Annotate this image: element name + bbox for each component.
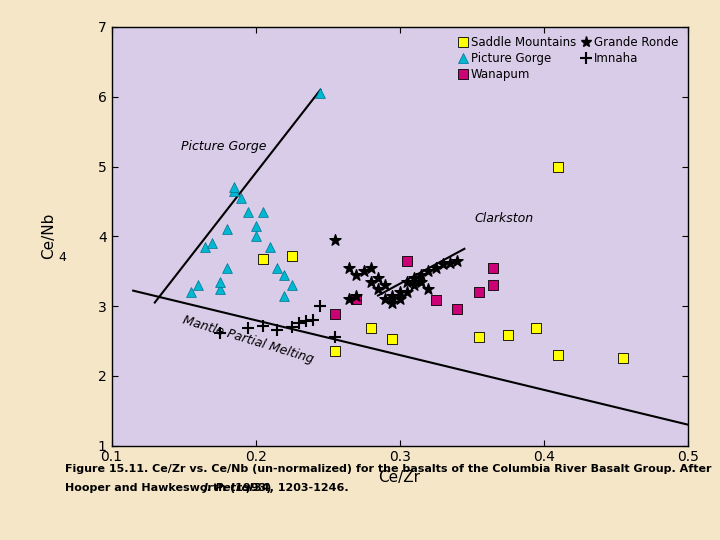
Point (228, 187, 240, 195)
Point (264, 242, 276, 251)
Point (279, 271, 290, 279)
Point (329, 347, 341, 356)
Text: 4: 4 (59, 251, 66, 264)
Point (415, 271, 427, 279)
Point (487, 281, 499, 289)
Point (430, 296, 441, 305)
Point (617, 354, 629, 363)
Point (430, 264, 441, 272)
Point (286, 252, 297, 260)
Point (286, 322, 297, 331)
Text: Figure 15.11. Ce/Zr vs. Ce/Nb (un-normalized) for the basalts of the Columbia Ri: Figure 15.11. Ce/Zr vs. Ce/Nb (un-normal… (65, 464, 711, 475)
Point (235, 193, 247, 202)
Point (451, 305, 463, 314)
Point (351, 295, 362, 303)
Point (300, 317, 312, 326)
Point (365, 277, 377, 286)
Point (343, 264, 355, 272)
Point (372, 274, 384, 282)
Point (271, 326, 283, 335)
Point (437, 260, 449, 268)
Point (207, 239, 218, 247)
Point (473, 333, 485, 342)
Point (401, 277, 413, 286)
Point (444, 259, 456, 267)
Point (473, 288, 485, 296)
Point (293, 319, 305, 328)
Point (394, 288, 405, 296)
Point (214, 328, 225, 337)
Point (423, 284, 434, 293)
Point (387, 291, 398, 300)
Point (271, 264, 283, 272)
Point (415, 277, 427, 286)
Point (286, 281, 297, 289)
Point (243, 207, 254, 216)
Point (228, 183, 240, 192)
Point (221, 264, 233, 272)
Point (401, 288, 413, 296)
Point (257, 321, 269, 330)
Point (329, 235, 341, 244)
Point (351, 271, 362, 279)
Point (451, 256, 463, 265)
Point (408, 274, 420, 282)
Text: Picture Gorge: Picture Gorge (181, 140, 266, 153)
Point (214, 277, 225, 286)
Point (531, 324, 542, 333)
Point (365, 324, 377, 333)
Point (329, 310, 341, 319)
Point (221, 225, 233, 234)
Point (243, 324, 254, 333)
Point (387, 335, 398, 344)
Point (401, 256, 413, 265)
Point (372, 284, 384, 293)
Point (423, 267, 434, 275)
Point (379, 295, 391, 303)
Point (351, 291, 362, 300)
Point (394, 295, 405, 303)
Point (552, 162, 564, 171)
Point (365, 264, 377, 272)
Point (343, 295, 355, 303)
Legend: Saddle Mountains, Picture Gorge, Wanapum, Grande Ronde, Imnaha: Saddle Mountains, Picture Gorge, Wanapum… (454, 33, 682, 85)
Text: Ce/Nb: Ce/Nb (41, 213, 55, 259)
Text: J. Petrol.: J. Petrol. (204, 483, 258, 494)
Point (279, 291, 290, 300)
Point (379, 281, 391, 289)
Point (257, 207, 269, 216)
Point (250, 221, 261, 230)
Text: , 34, 1203-1246.: , 34, 1203-1246. (246, 483, 349, 494)
Point (250, 232, 261, 241)
Point (214, 284, 225, 293)
Point (192, 281, 204, 289)
Point (552, 350, 564, 359)
Point (185, 288, 197, 296)
Point (329, 333, 341, 342)
Text: Clarkston: Clarkston (474, 212, 534, 225)
Point (307, 315, 319, 324)
Point (408, 281, 420, 289)
Text: Mantle Partial Melting: Mantle Partial Melting (181, 313, 315, 366)
Point (358, 267, 369, 275)
Point (487, 264, 499, 272)
Text: Hooper and Hawkesworth (1993): Hooper and Hawkesworth (1993) (65, 483, 275, 494)
Point (502, 331, 513, 340)
Point (199, 242, 211, 251)
Point (315, 89, 326, 98)
Point (315, 302, 326, 310)
X-axis label: Ce/Zr: Ce/Zr (379, 470, 420, 485)
Point (387, 298, 398, 307)
Point (257, 254, 269, 263)
